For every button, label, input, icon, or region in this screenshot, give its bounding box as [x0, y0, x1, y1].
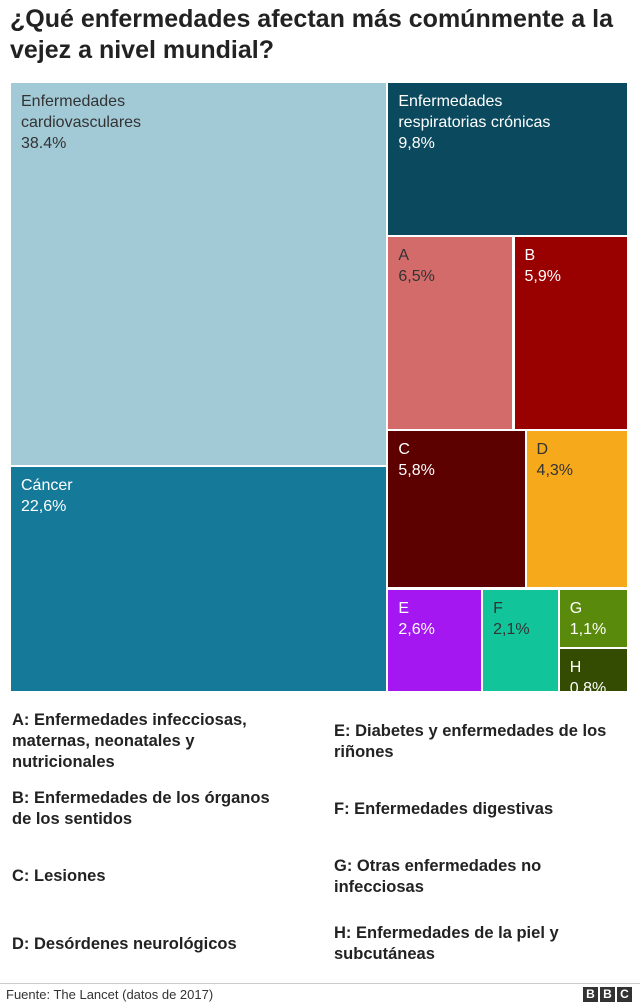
- treemap-cell: G 1,1%: [558, 588, 628, 649]
- value-label: 0,8%: [569, 680, 607, 692]
- legend-entry: G: Otras enfermedades no infecciosas: [334, 856, 542, 896]
- treemap-cell: A 6,5%: [387, 235, 514, 431]
- cell-label: F: [493, 599, 503, 617]
- legend-entry: E: Diabetes y enfermedades de los riñone…: [334, 721, 607, 761]
- treemap-cell: F 2,1%: [482, 588, 559, 692]
- treemap-cell: C 5,8%: [387, 430, 526, 589]
- legend-entry: H: Enfermedades de la piel y subcutáneas: [334, 924, 559, 964]
- treemap-cell: D 4,3%: [525, 430, 628, 589]
- legend-entry: A: Enfermedades infecciosas, maternas, n…: [12, 711, 247, 772]
- cell-label: E: [398, 599, 410, 617]
- value-label: 4,3%: [536, 462, 574, 480]
- logo-letter: C: [617, 987, 632, 1002]
- value-label: 5,9%: [524, 267, 561, 285]
- cell-label: Enfermedades respiratorias crónicas: [398, 93, 551, 131]
- value-label: 22,6%: [21, 498, 67, 515]
- chart-title: ¿Qué enfermedades afectan más comúnmente…: [10, 5, 613, 64]
- cell-label: A: [398, 246, 410, 264]
- value-label: 5,8%: [398, 462, 435, 480]
- cell-label: Enfermedades cardiovasculares: [21, 93, 142, 131]
- cell-label: Cáncer: [21, 477, 73, 494]
- logo-letter: B: [583, 987, 598, 1002]
- value-label: 9,8%: [398, 135, 435, 152]
- treemap-cell: B 5,9%: [513, 235, 628, 431]
- value-label: 6,5%: [398, 267, 435, 285]
- legend-entry: C: Lesiones: [12, 867, 106, 886]
- treemap-cell: Enfermedades respiratorias crónicas 9,8%: [387, 82, 628, 236]
- logo-letter: B: [600, 987, 615, 1002]
- treemap-cell: E 2,6%: [387, 588, 483, 692]
- treemap-cell: Cáncer 22,6%: [10, 466, 388, 692]
- value-label: 2,6%: [398, 620, 435, 638]
- treemap: Enfermedades cardiovasculares 38.4% Cáncer…: [10, 82, 628, 692]
- legend-entry: D: Desórdenes neurológicos: [12, 934, 237, 953]
- treemap-cell: H 0,8%: [558, 648, 628, 692]
- legend: A: Enfermedades infecciosas, maternas, n…: [12, 708, 628, 978]
- treemap-cell: Enfermedades cardiovasculares 38.4%: [10, 82, 388, 466]
- legend-entry: B: Enfermedades de los órganos de los se…: [12, 789, 270, 829]
- cell-label: D: [536, 441, 549, 459]
- cell-label: B: [524, 246, 536, 264]
- value-label: 38.4%: [21, 135, 67, 152]
- legend-entry: F: Enfermedades digestivas: [334, 799, 554, 818]
- cell-label: G: [569, 599, 583, 617]
- value-label: 1,1%: [569, 620, 607, 638]
- source: Fuente: The Lancet (datos de 2017): [6, 987, 214, 1002]
- value-label: 2,1%: [493, 620, 530, 638]
- cell-label: C: [398, 441, 410, 459]
- cell-label: H: [569, 659, 582, 677]
